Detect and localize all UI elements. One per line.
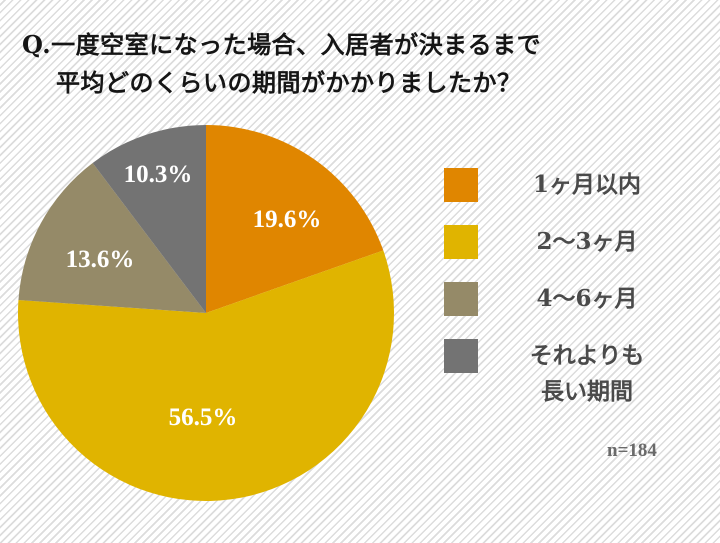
slice-label-1-month: 19.6% bbox=[252, 206, 322, 233]
legend-label-line-1: それよりも bbox=[529, 342, 645, 369]
legend-label: それよりも 長い期間 bbox=[492, 338, 682, 410]
legend-label: 4〜6ヶ月 bbox=[536, 285, 638, 312]
pie-slice-longer bbox=[92, 125, 206, 313]
pie-slice-1-month bbox=[206, 125, 384, 313]
legend-swatch-orange bbox=[444, 168, 478, 202]
legend-swatch-gray bbox=[444, 339, 478, 373]
slice-label-2-3-months: 56.5% bbox=[168, 404, 238, 431]
title-line-1: Q.一度空室になった場合、入居者が決まるまで bbox=[22, 30, 542, 59]
legend-label: 2〜3ヶ月 bbox=[536, 228, 638, 255]
sample-size-note: n=184 bbox=[607, 440, 657, 461]
pie-slice-2-3-months bbox=[17, 250, 394, 501]
legend-label-line-2: 長い期間 bbox=[541, 378, 633, 405]
chart-title: Q.一度空室になった場合、入居者が決まるまで 平均どのくらいの期間がかかりました… bbox=[22, 26, 541, 102]
legend-swatch-yellow bbox=[444, 225, 478, 259]
slice-label-4-6-months: 13.6% bbox=[65, 246, 135, 273]
title-line-2: 平均どのくらいの期間がかかりましたか？ bbox=[56, 68, 522, 97]
legend-label: 1ヶ月以内 bbox=[532, 171, 641, 198]
pie-slice-4-6-months bbox=[18, 163, 206, 313]
slice-label-longer: 10.3% bbox=[123, 161, 193, 188]
legend-swatch-olive bbox=[444, 282, 478, 316]
